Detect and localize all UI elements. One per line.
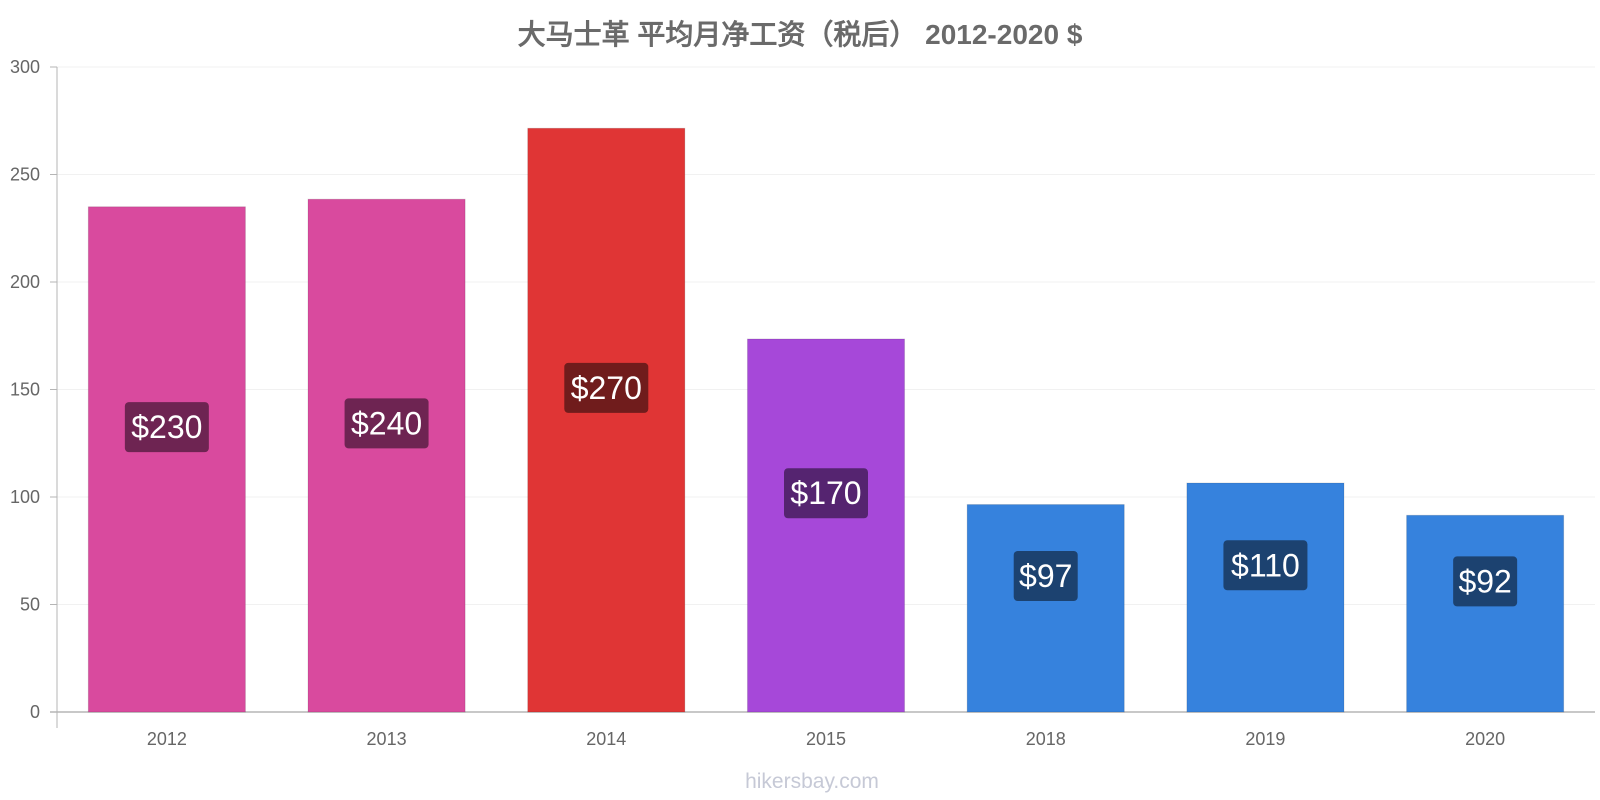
watermark: hikersbay.com [745,770,879,793]
data-label-2012: $230 [124,402,209,453]
bar-2018 [966,504,1125,713]
data-label-text: $240 [351,405,422,441]
bar-2013 [307,198,466,713]
x-tick-label: 2013 [367,729,407,749]
y-tick-label: 100 [10,487,40,507]
x-tick-label: 2015 [806,729,846,749]
y-tick-label: 150 [10,380,40,400]
data-label-background [564,362,649,413]
bar-2014 [527,127,686,713]
y-tick-label: 50 [20,595,40,615]
x-tick-label: 2019 [1245,729,1285,749]
chart-title: 大马士革 平均月净工资（税后） 2012-2020 $ [518,18,1083,50]
y-tick-label: 200 [10,272,40,292]
data-labels: $230 $240 $270 $170 $97 $110 $92 [124,362,1518,607]
data-label-background [784,468,868,519]
data-label-2014: $270 [564,362,649,413]
data-label-text: $230 [131,409,202,445]
x-tick-label: 2014 [586,729,626,749]
data-label-2020: $92 [1453,556,1518,607]
data-label-background [1223,540,1308,591]
y-tick-label: 300 [10,57,40,77]
data-label-text: $110 [1231,547,1300,583]
bar-2012 [87,206,246,713]
data-label-background [124,402,209,453]
bar-2015 [746,338,906,713]
x-tick-label: 2018 [1026,729,1066,749]
data-label-text: $170 [790,475,861,511]
data-label-text: $92 [1458,563,1511,599]
data-label-background [1453,556,1518,607]
bar-2019 [1186,482,1345,713]
bar-2020 [1406,514,1565,713]
x-tick-labels: 2012 2013 2014 2015 2018 2019 2020 [147,729,1505,749]
data-label-text: $270 [571,370,642,406]
data-label-2019: $110 [1223,540,1308,591]
data-label-text: $97 [1019,558,1072,594]
bars [87,127,1565,713]
x-tick-label: 2012 [147,729,187,749]
y-tick-label: 250 [10,165,40,185]
data-label-background [344,398,429,449]
x-tick-label: 2020 [1465,729,1505,749]
data-label-2013: $240 [344,398,429,449]
y-tick-label: 0 [30,702,40,722]
data-label-2015: $170 [784,468,868,519]
y-tick-labels: 0 50 100 150 200 250 300 [10,57,40,722]
data-label-background [1013,551,1078,602]
data-label-2018: $97 [1013,551,1078,602]
